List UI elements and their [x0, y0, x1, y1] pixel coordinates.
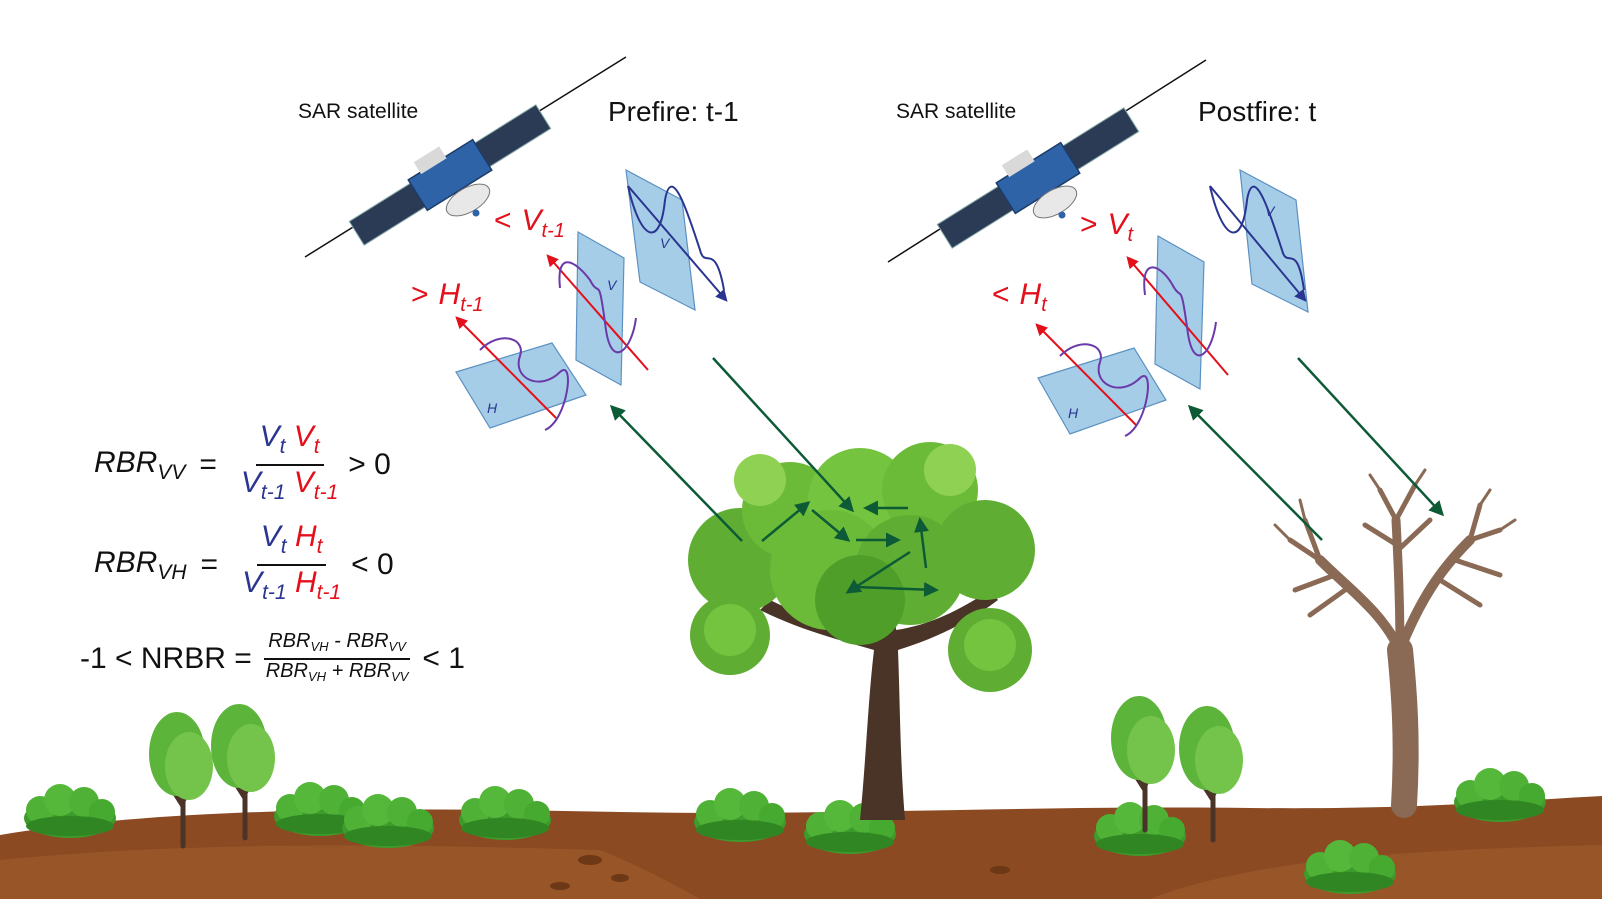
burned-tree — [1273, 468, 1517, 818]
prefire-label: Prefire: t-1 — [608, 96, 739, 127]
nrbr-equation: -1 < NRBR = RBRVH - RBRVV RBRVH + RBRVV … — [80, 630, 465, 684]
plane-v-label: V — [660, 235, 671, 251]
signal-paths — [609, 357, 1445, 598]
shrub — [694, 788, 786, 842]
right-v-backscatter — [1126, 234, 1229, 391]
satellite-right-icon — [887, 59, 1207, 263]
right-h-backscatter: H — [1035, 323, 1167, 437]
left-h-backscatter: H — [455, 316, 587, 431]
plane-h-label: H — [487, 400, 498, 416]
left-h-polarization-label: > Ht-1 — [411, 278, 484, 316]
plane-v-label: V — [607, 277, 618, 293]
left-incident-wave: V — [625, 168, 728, 312]
right-h-polarization-label: < Ht — [992, 278, 1047, 316]
shrub — [459, 786, 551, 840]
left-v-polarization-label: < Vt-1 — [494, 204, 565, 242]
postfire-label: Postfire: t — [1198, 96, 1317, 127]
rbr-vv-equation: RBRVV = Vt Vt Vt-1 Vt-1 > 0 — [94, 420, 391, 504]
shrub — [24, 784, 116, 838]
right-v-polarization-label: > Vt — [1080, 208, 1134, 246]
right-incident-wave: V — [1209, 168, 1309, 314]
satellite-left-icon — [304, 56, 627, 258]
left-v-backscatter: V — [546, 230, 649, 387]
plane-h-label: H — [1068, 405, 1079, 421]
shrub — [1454, 768, 1546, 822]
satellite-right-label: SAR satellite — [896, 100, 1017, 123]
live-tree — [688, 442, 1035, 820]
plane-v-label: V — [1265, 203, 1276, 219]
satellite-left-label: SAR satellite — [298, 100, 419, 123]
rbr-vh-equation: RBRVH = Vt Ht Vt-1 Ht-1 < 0 — [94, 520, 394, 604]
